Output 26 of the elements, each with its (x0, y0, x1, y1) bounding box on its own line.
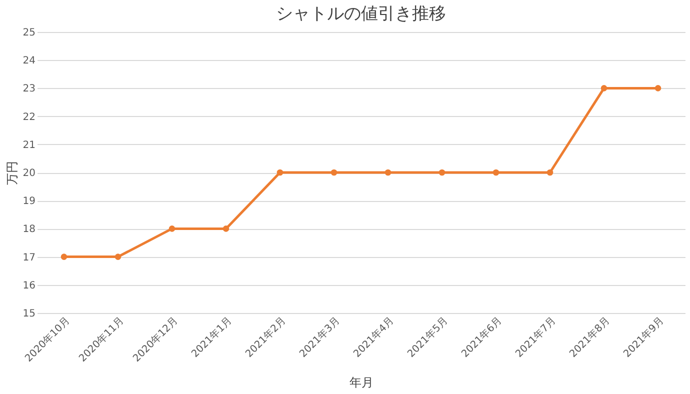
y-tick-label: 21 (22, 140, 36, 151)
point (330, 169, 338, 176)
y-tick-label: 15 (22, 308, 36, 320)
point (546, 169, 554, 176)
y-tick-label: 17 (22, 252, 36, 264)
y-tick-label: 19 (22, 196, 36, 208)
y-tick-label: 20 (22, 168, 36, 179)
y-tick-label: 24 (22, 56, 36, 67)
y-tick-label: 18 (22, 224, 36, 236)
y-axis-title: 万円 (4, 161, 19, 185)
point (384, 169, 392, 176)
point (600, 85, 608, 92)
point (222, 226, 230, 232)
point (168, 226, 176, 232)
point (114, 254, 122, 260)
point (492, 169, 500, 176)
point (654, 85, 662, 92)
y-tick-label: 23 (22, 84, 36, 95)
point (276, 169, 284, 176)
point (438, 169, 446, 176)
y-tick-label: 16 (22, 280, 36, 292)
y-tick-label: 25 (22, 28, 36, 38)
point (60, 254, 68, 260)
y-tick-label: 22 (22, 112, 36, 123)
x-axis-title: 年月 (350, 376, 374, 390)
chart-title: シャトルの値引き推移 (276, 4, 446, 24)
